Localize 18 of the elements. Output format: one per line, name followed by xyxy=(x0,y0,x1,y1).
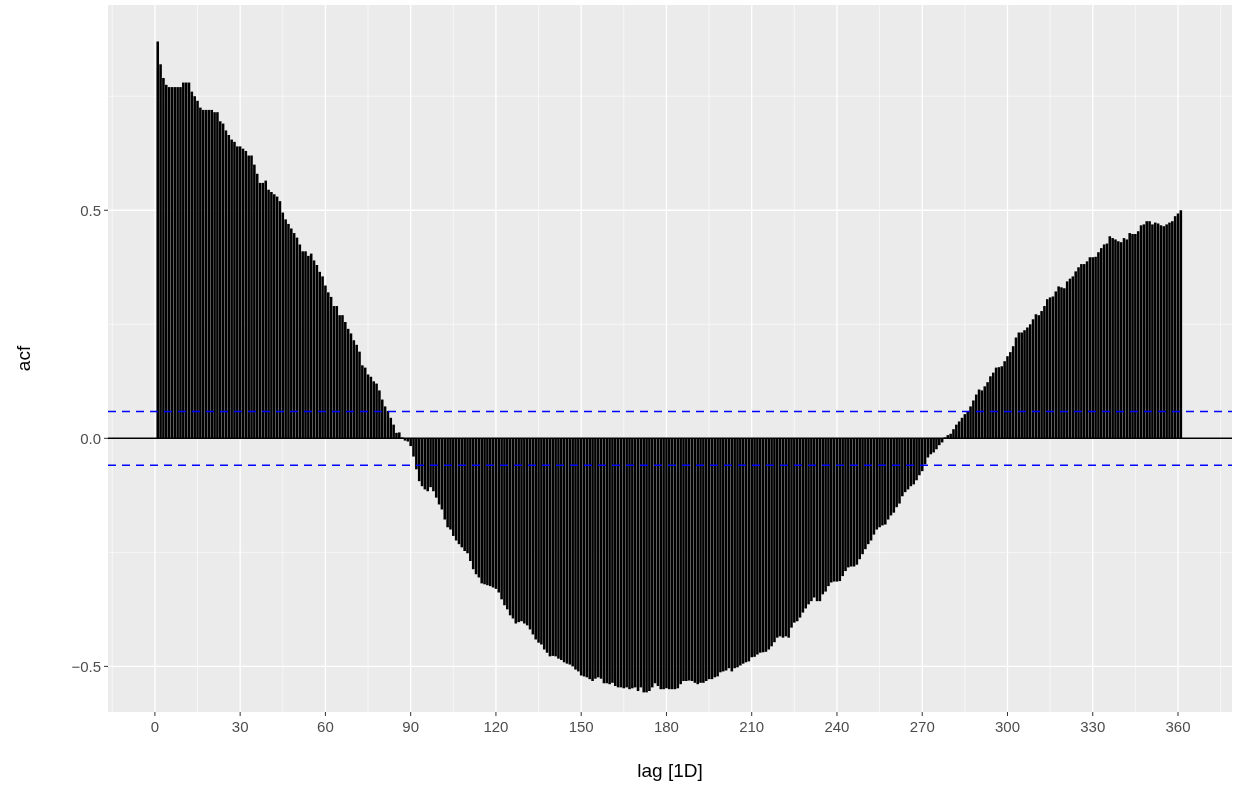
x-tick-label: 120 xyxy=(483,718,509,735)
x-axis-title: lag [1D] xyxy=(637,760,703,781)
x-tick-label: 0 xyxy=(150,718,160,735)
x-tick-label: 330 xyxy=(1080,718,1106,735)
x-tick-label: 240 xyxy=(824,718,850,735)
y-tick-label: 0.0 xyxy=(80,429,101,447)
x-tick-label: 270 xyxy=(909,718,935,735)
x-tick-label: 90 xyxy=(402,718,420,735)
x-tick-label: 30 xyxy=(231,718,249,735)
x-tick-label: 60 xyxy=(317,718,334,735)
y-axis-title: acf xyxy=(13,345,34,372)
x-tick-label: 210 xyxy=(739,718,765,735)
x-tick-label: 150 xyxy=(568,718,594,735)
y-tick-label: 0.5 xyxy=(80,201,101,219)
x-tick-label: 180 xyxy=(653,718,679,735)
y-tick-label: −0.5 xyxy=(71,657,101,675)
x-tick-label: 360 xyxy=(1165,718,1191,735)
x-tick-label: 300 xyxy=(994,718,1020,735)
